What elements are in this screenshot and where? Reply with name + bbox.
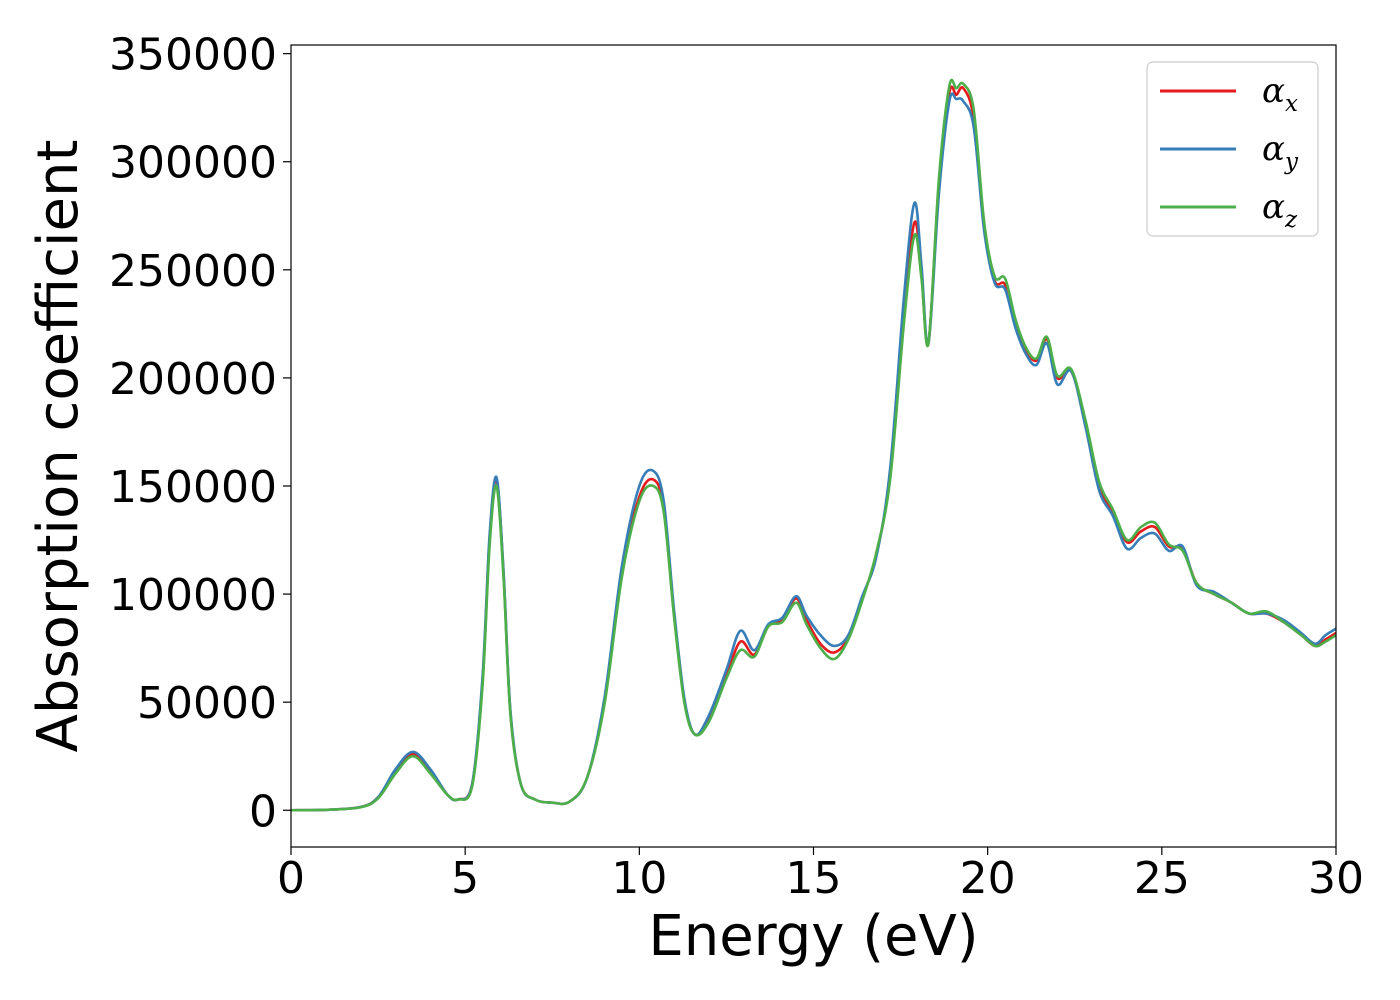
y-tick-label: 250000	[109, 246, 277, 297]
y-axis-ticks: 0 50000 100000 150000 200000 250000 300000 3500…	[109, 30, 291, 837]
y-tick-label: 100000	[109, 570, 277, 621]
x-tick-label: 15	[786, 853, 842, 904]
plot-frame	[290, 44, 1337, 848]
x-tick-label: 20	[960, 853, 1016, 904]
y-tick-label: 300000	[109, 138, 277, 189]
x-tick-label: 0	[277, 853, 305, 904]
series-layer	[291, 78, 1336, 812]
y-tick-label: 50000	[137, 678, 277, 729]
series-line-alpha-z	[291, 78, 1336, 812]
x-axis-title: Energy (eV)	[648, 904, 978, 969]
y-axis-title: Absorption coefficient	[26, 140, 91, 753]
y-tick-label: 350000	[109, 30, 277, 81]
x-axis-ticks: 0 5 10 15 20 25 30	[277, 847, 1364, 904]
y-tick-label: 200000	[109, 354, 277, 405]
x-tick-label: 5	[451, 853, 479, 904]
x-tick-label: 30	[1308, 853, 1364, 904]
y-tick-label: 150000	[109, 462, 277, 513]
x-tick-label: 25	[1134, 853, 1190, 904]
x-tick-label: 10	[611, 853, 667, 904]
y-tick-label: 0	[249, 786, 277, 837]
